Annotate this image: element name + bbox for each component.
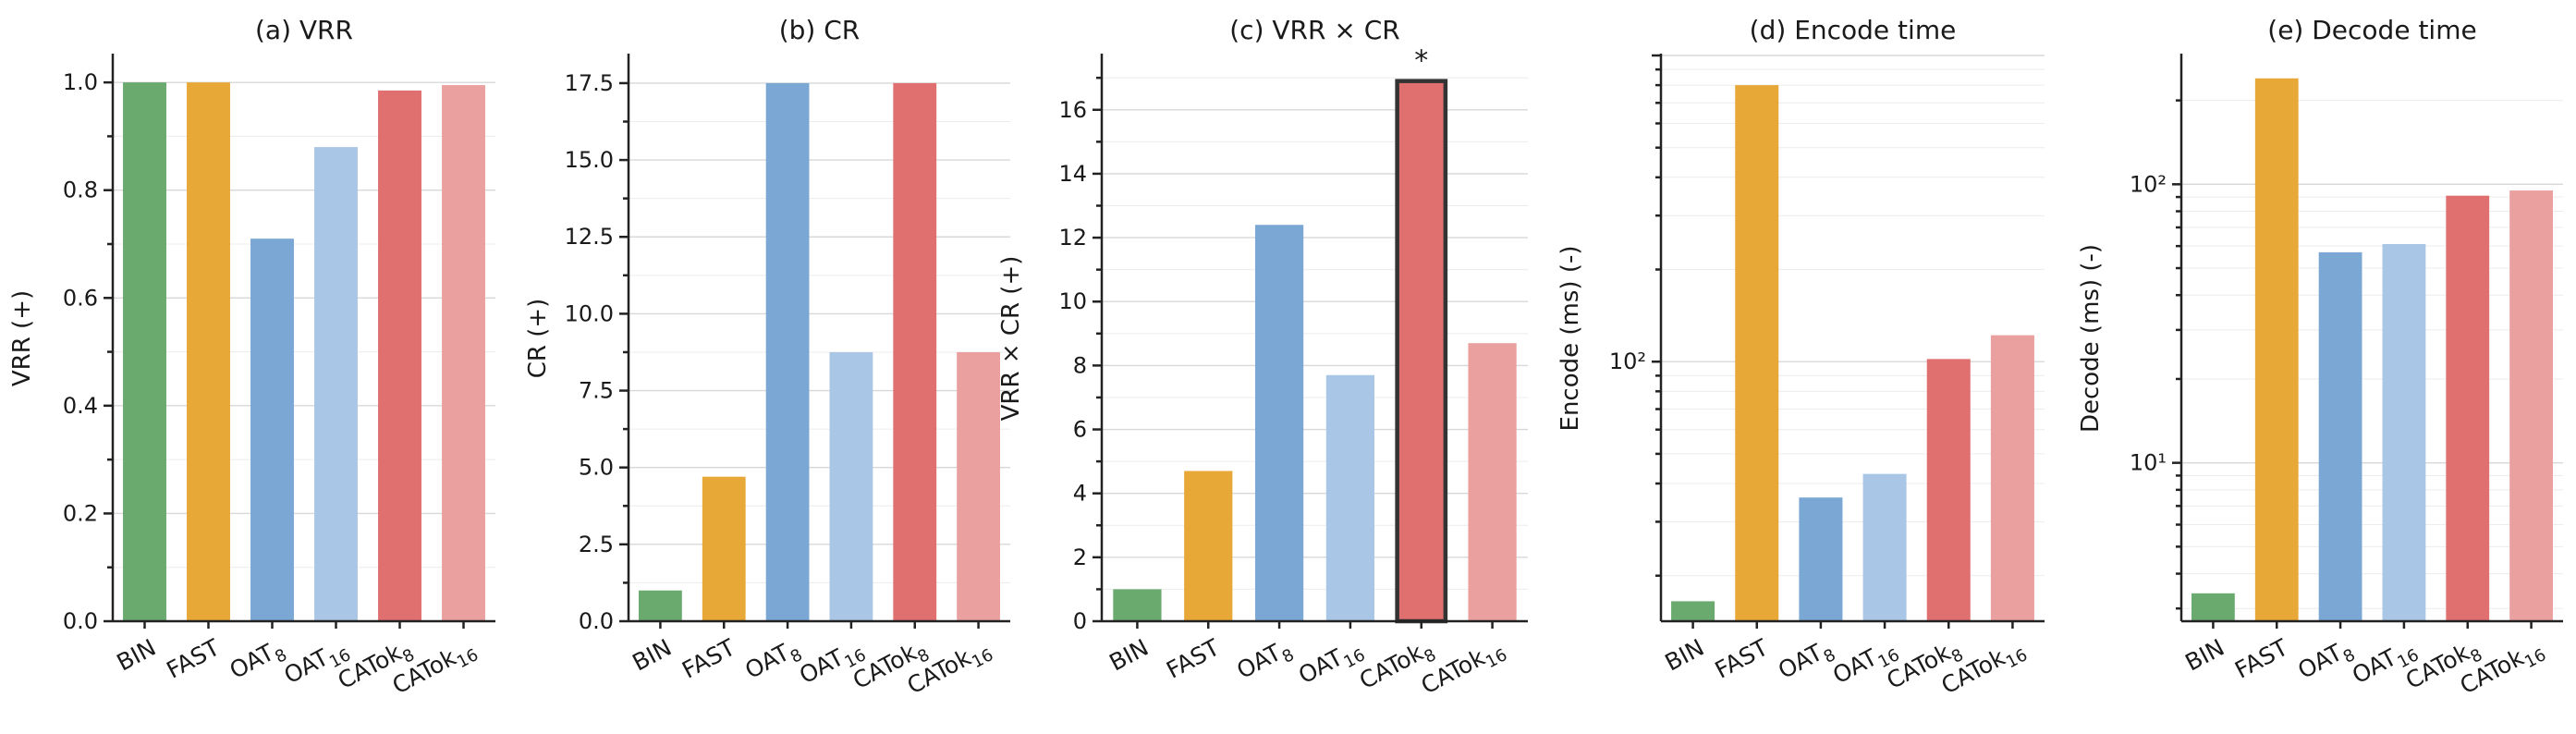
x-tick-label: BIN — [1105, 634, 1153, 677]
bar-bin — [2191, 593, 2235, 621]
x-tick-label: BIN — [113, 634, 161, 677]
y-tick-label: 0.6 — [63, 285, 98, 311]
y-tick-label: 12 — [1058, 225, 1087, 251]
chart-title: (d) Encode time — [1750, 15, 1957, 45]
y-tick-label: 0.0 — [579, 608, 614, 634]
x-tick-label: FAST — [162, 633, 225, 683]
chart-title: (a) VRR — [255, 15, 353, 45]
bar-oat16 — [1325, 374, 1375, 621]
x-tick-label: FAST — [1162, 633, 1225, 683]
x-tick-label: FAST — [1711, 633, 1774, 683]
bar-fast — [187, 82, 230, 621]
bar-catok8 — [378, 90, 421, 621]
y-tick-label: 5.0 — [579, 455, 614, 481]
bar-oat8 — [250, 239, 294, 621]
chart-title: (b) CR — [779, 15, 861, 45]
y-tick-label: 0.0 — [63, 608, 98, 634]
y-tick-label: 10 — [1058, 288, 1087, 314]
bar-catok8 — [1926, 359, 1971, 621]
x-tick-label: BIN — [1661, 634, 1709, 677]
x-tick-label: OAT8 — [226, 634, 290, 690]
bar-catok8 — [893, 82, 937, 621]
chart-title: (c) VRR × CR — [1229, 15, 1399, 45]
x-tick-label: BIN — [628, 634, 676, 677]
y-tick-label: 4 — [1073, 481, 1087, 507]
y-tick-label: 10² — [2130, 171, 2167, 197]
x-tick-label: CATok16 — [1417, 634, 1510, 704]
bar-oat16 — [2382, 244, 2426, 621]
y-tick-label: 7.5 — [579, 378, 614, 404]
bar-bin — [1671, 601, 1715, 621]
bar-catok16 — [442, 85, 485, 622]
x-tick-label: FAST — [678, 633, 740, 683]
y-tick-label: 1.0 — [63, 69, 98, 95]
x-tick-label: CATok16 — [903, 634, 996, 704]
x-tick-label: OAT8 — [1232, 634, 1297, 690]
y-tick-label: 8 — [1073, 352, 1087, 378]
bar-catok16 — [1468, 343, 1517, 621]
bar-bin — [123, 82, 166, 621]
y-tick-label: 0.4 — [63, 393, 98, 419]
y-tick-label: 14 — [1058, 161, 1087, 187]
bar-oat8 — [1799, 497, 1843, 621]
y-tick-label: 10.0 — [565, 300, 614, 326]
x-tick-label: BIN — [2180, 634, 2228, 677]
bar-oat16 — [829, 351, 873, 621]
bar-catok16 — [957, 351, 1000, 621]
x-tick-label: CATok16 — [388, 634, 482, 704]
y-axis-label: VRR × CR (+) — [997, 256, 1025, 422]
y-axis-label: Decode (ms) (-) — [2077, 244, 2105, 433]
y-tick-label: 15.0 — [565, 147, 614, 173]
y-tick-label: 0.2 — [63, 500, 98, 526]
y-tick-label: 2 — [1073, 544, 1087, 570]
bar-oat8 — [1254, 225, 1304, 621]
bar-catok8 — [2446, 195, 2490, 621]
chart-title: (e) Decode time — [2267, 15, 2476, 45]
bar-catok16 — [2509, 190, 2553, 621]
y-axis-label: Encode (ms) (-) — [1557, 246, 1584, 432]
y-axis-label: VRR (+) — [8, 290, 36, 386]
y-tick-label: 16 — [1058, 97, 1087, 123]
bar-bin — [1113, 589, 1162, 621]
bar-oat16 — [1862, 473, 1907, 621]
bar-fast — [1735, 85, 1779, 622]
y-tick-label: 10¹ — [2130, 450, 2167, 476]
bar-fast — [702, 476, 746, 621]
bar-oat8 — [765, 82, 810, 621]
y-tick-label: 17.5 — [565, 70, 614, 96]
y-tick-label: 2.5 — [579, 532, 614, 557]
x-tick-label: CATok16 — [2456, 634, 2549, 704]
x-tick-label: OAT8 — [2293, 634, 2358, 690]
best-marker: * — [1414, 45, 1428, 78]
x-tick-label: OAT16 — [1294, 634, 1369, 694]
x-tick-label: OAT8 — [740, 634, 805, 690]
bar-fast — [1184, 471, 1233, 621]
x-tick-label: FAST — [2230, 633, 2293, 683]
y-tick-label: 0 — [1073, 608, 1087, 634]
y-tick-label: 10² — [1609, 349, 1646, 374]
x-tick-label: OAT8 — [1774, 634, 1838, 690]
y-axis-label: CR (+) — [524, 299, 552, 379]
bar-bin — [639, 590, 682, 621]
y-tick-label: 6 — [1073, 417, 1087, 443]
bar-oat8 — [2318, 251, 2362, 621]
bar-catok8 — [1395, 79, 1448, 624]
x-tick-label: CATok16 — [1937, 634, 2031, 704]
y-tick-label: 0.8 — [63, 177, 98, 203]
y-tick-label: 12.5 — [565, 224, 614, 250]
bar-oat16 — [314, 147, 358, 622]
bar-fast — [2254, 78, 2299, 621]
bar-catok16 — [1990, 335, 2034, 621]
